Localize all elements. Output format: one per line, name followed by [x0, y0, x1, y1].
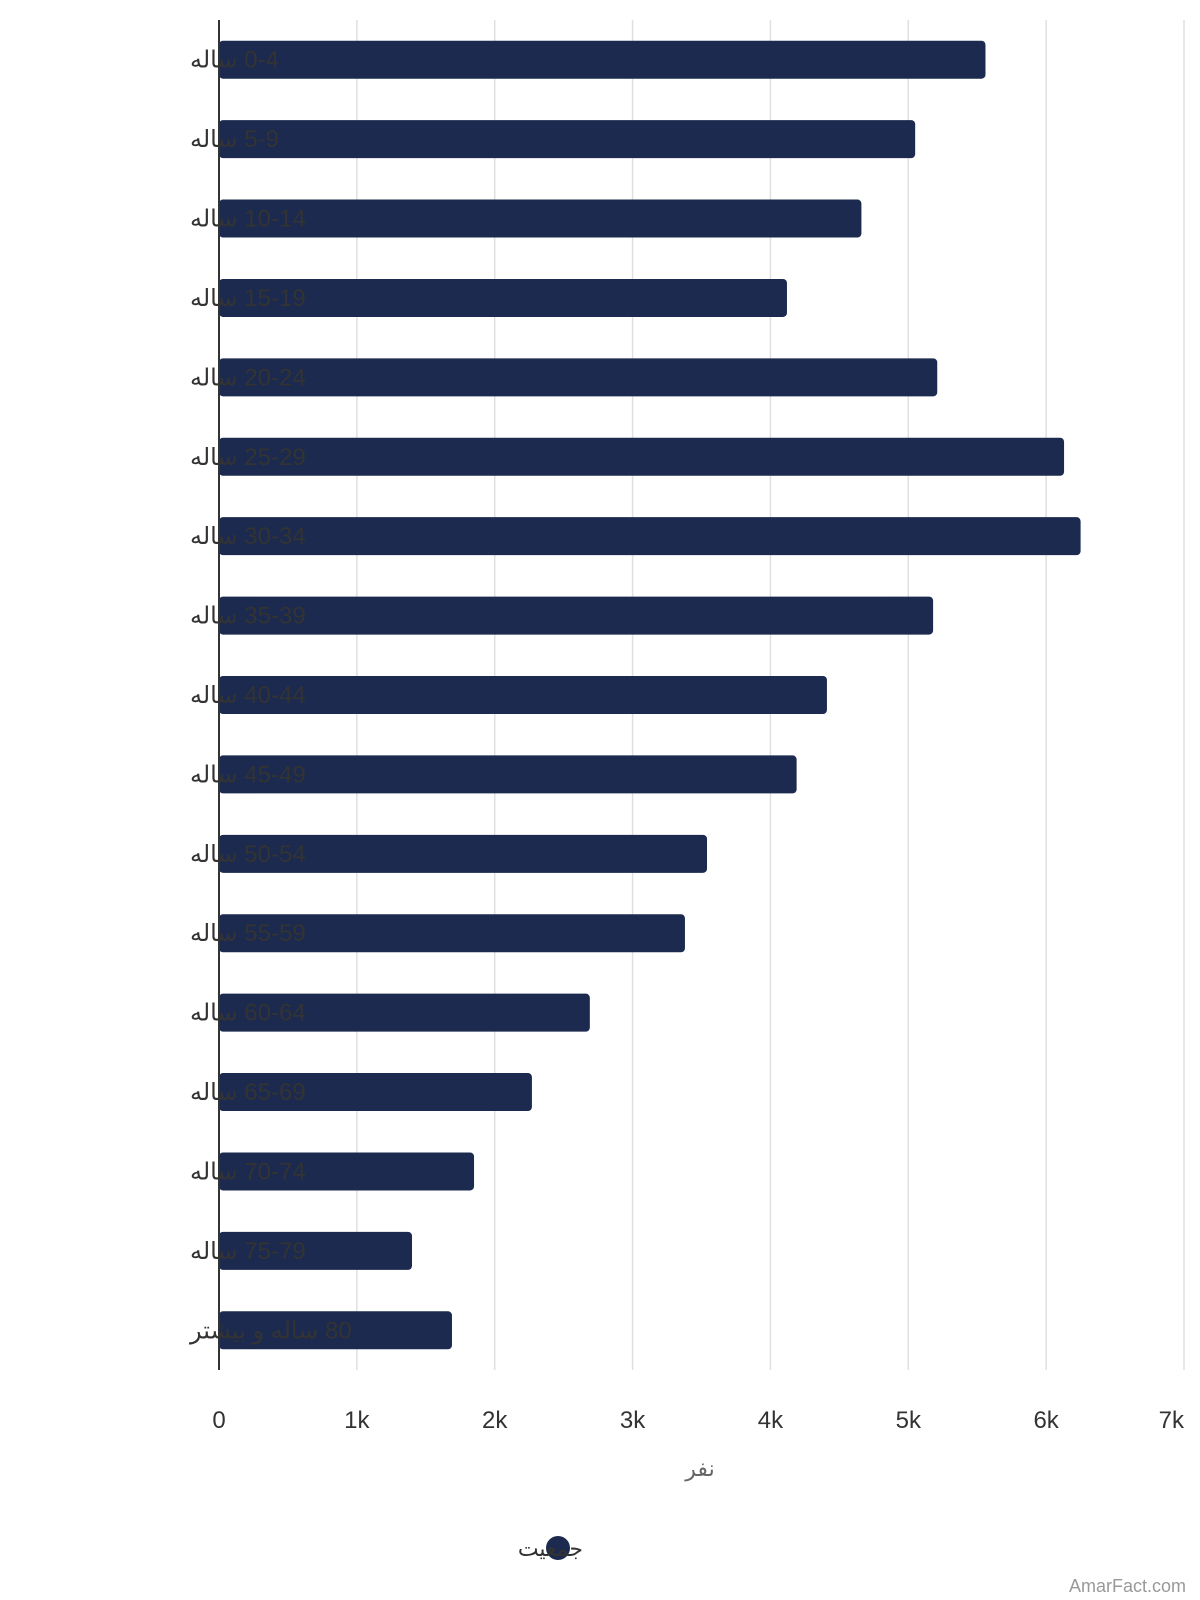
category-label: 20-24 ساله [190, 364, 306, 391]
bar[interactable] [219, 596, 934, 635]
bar[interactable] [219, 755, 797, 794]
x-tick-label: 3k [620, 1407, 646, 1434]
bar[interactable] [219, 40, 986, 79]
bar[interactable] [219, 120, 916, 159]
source-credit: AmarFact.com [1069, 1576, 1186, 1596]
bar[interactable] [219, 278, 787, 317]
x-axis-title: نفر [684, 1456, 714, 1481]
bar[interactable] [219, 834, 708, 873]
bar[interactable] [219, 1311, 452, 1350]
x-tick-label: 6k [1033, 1407, 1059, 1434]
category-label: 55-59 ساله [190, 920, 306, 947]
bar[interactable] [219, 358, 938, 397]
bar[interactable] [219, 517, 1081, 556]
category-labels: 0-4 ساله 5-9 ساله 10-14 ساله 15-19 ساله 20-2… [189, 47, 352, 1345]
legend[interactable]: جمعیت [518, 1536, 583, 1561]
bar[interactable] [219, 199, 862, 238]
x-tick-label: 1k [344, 1407, 370, 1434]
bar[interactable] [219, 1231, 412, 1270]
legend-label: جمعیت [518, 1536, 583, 1561]
category-label: 45-49 ساله [190, 761, 306, 788]
legend-swatch-icon [546, 1536, 570, 1560]
category-label: 50-54 ساله [190, 841, 306, 868]
category-label: 5-9 ساله [190, 126, 279, 153]
category-label: 70-74 ساله [190, 1158, 306, 1185]
category-label: 60-64 ساله [190, 1000, 306, 1027]
x-tick-label: 5k [896, 1407, 922, 1434]
category-label: 40-44 ساله [190, 682, 306, 709]
bar[interactable] [219, 1152, 475, 1191]
bar[interactable] [219, 1073, 532, 1112]
category-label: 0-4 ساله [190, 47, 279, 74]
bar[interactable] [219, 914, 685, 953]
category-label: 30-34 ساله [190, 523, 306, 550]
category-label: 65-69 ساله [190, 1079, 306, 1106]
category-label: 35-39 ساله [190, 603, 306, 630]
bar[interactable] [219, 676, 827, 714]
bars [219, 40, 1081, 1350]
x-tick-label: 4k [758, 1407, 784, 1434]
x-tick-label: 0 [212, 1407, 225, 1434]
x-tick-labels: 0 1k 2k 3k 4k 5k 6k 7k [212, 1407, 1185, 1434]
bar[interactable] [219, 993, 590, 1032]
x-tick-label: 7k [1159, 1407, 1185, 1434]
category-label: 80 ساله و بیشتر [189, 1317, 352, 1344]
x-tick-label: 2k [482, 1407, 508, 1434]
category-label: 25-29 ساله [190, 444, 306, 471]
bar[interactable] [219, 437, 1065, 476]
category-label: 10-14 ساله [190, 206, 306, 233]
category-label: 75-79 ساله [190, 1238, 306, 1265]
category-label: 15-19 ساله [190, 285, 306, 312]
